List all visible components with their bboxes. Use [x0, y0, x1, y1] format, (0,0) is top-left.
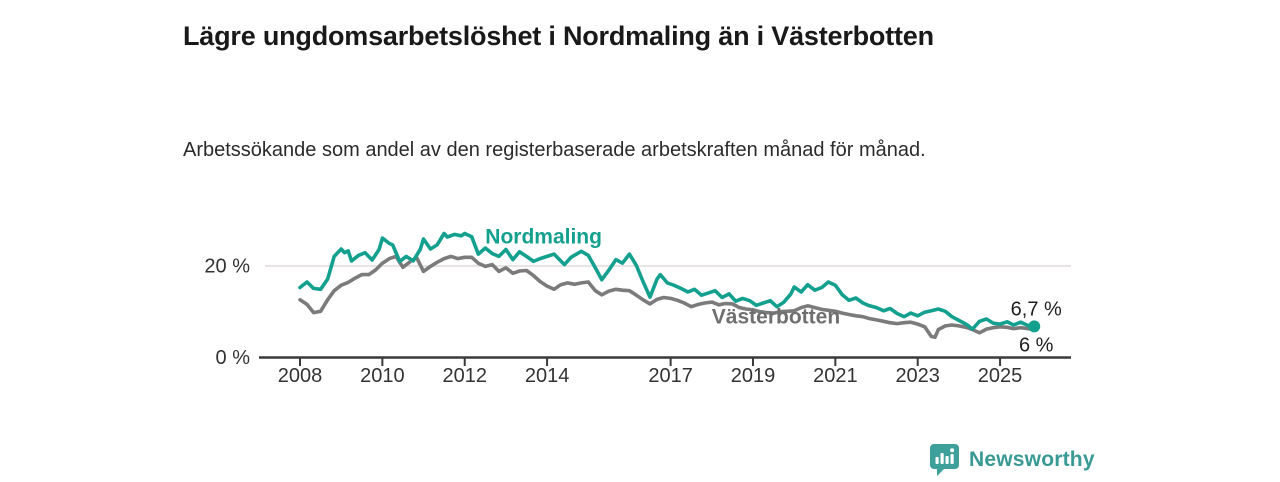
x-axis-tick-label: 2014 [525, 365, 570, 387]
newsworthy-logo-text: Newsworthy [969, 448, 1095, 471]
series-line-västerbotten [298, 254, 1036, 340]
y-axis-tick-label: 20 % [204, 256, 250, 278]
x-axis-tick-label: 2010 [360, 365, 405, 387]
newsworthy-logo-icon [928, 443, 960, 477]
x-axis-tick-label: 2025 [978, 365, 1023, 387]
x-axis-tick-label: 2021 [813, 365, 858, 387]
x-axis-tick-label: 2017 [648, 365, 693, 387]
x-axis-tick-label: 2023 [895, 365, 940, 387]
x-axis-tick-label: 2019 [731, 365, 776, 387]
x-axis-tick-label: 2012 [442, 365, 487, 387]
chart-subtitle: Arbetssökande som andel av den registerb… [183, 139, 926, 161]
series-end-value-västerbotten: 6 % [1019, 335, 1054, 357]
newsworthy-logo: Newsworthy [928, 443, 1095, 477]
series-end-value-nordmaling: 6,7 % [1011, 298, 1062, 320]
series-end-dot-nordmaling [1028, 320, 1041, 333]
series-line-nordmaling [298, 231, 1036, 331]
x-axis-tick-label: 2008 [278, 365, 323, 387]
series-label-nordmaling: Nordmaling [485, 226, 602, 249]
y-axis-tick-label: 0 % [216, 347, 251, 369]
series-label-västerbotten: Västerbotten [712, 306, 840, 329]
page-title: Lägre ungdomsarbetslöshet i Nordmaling ä… [183, 21, 934, 52]
